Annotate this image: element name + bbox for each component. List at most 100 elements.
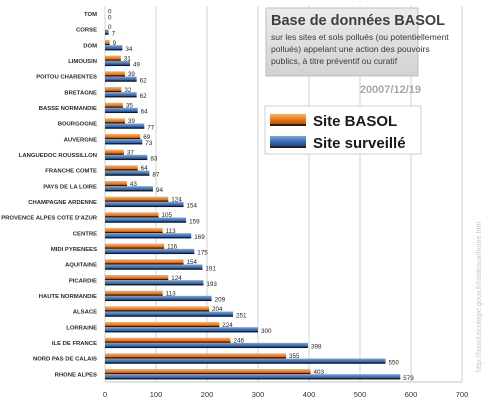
bar-site-basol-shadow xyxy=(105,169,138,171)
bar-site-surveille xyxy=(105,45,123,51)
value-label-site-basol: 37 xyxy=(127,149,135,156)
value-label-site-surveille: 209 xyxy=(215,297,226,304)
bar-site-surveille xyxy=(105,358,386,364)
x-tick-label: 200 xyxy=(201,390,214,399)
category-label: PROVENCE ALPES COTE D'AZUR xyxy=(1,216,98,222)
bar-site-basol-shadow xyxy=(105,75,125,77)
bar-site-basol-shadow xyxy=(105,184,127,187)
bar-site-basol-shadow xyxy=(105,153,124,155)
bar-site-basol-shadow xyxy=(105,59,121,61)
bar-site-basol xyxy=(105,133,141,140)
x-tick-label: 400 xyxy=(303,390,316,399)
value-label-site-surveille: 83 xyxy=(150,156,158,163)
bar-site-surveille xyxy=(105,170,150,176)
value-label-site-surveille: 87 xyxy=(152,171,160,178)
value-label-site-surveille: 300 xyxy=(261,328,272,335)
bar-site-basol-shadow xyxy=(105,231,163,234)
bar-site-surveille-shadow xyxy=(105,378,401,380)
bar-site-surveille-shadow xyxy=(105,346,308,349)
value-label-site-surveille: 191 xyxy=(205,265,216,272)
value-label-site-surveille: 73 xyxy=(145,140,153,147)
bar-site-basol-shadow xyxy=(105,372,311,375)
value-label-site-surveille: 550 xyxy=(389,359,400,366)
value-label-site-basol: 64 xyxy=(141,165,149,172)
x-tick-label: 700 xyxy=(456,390,469,399)
bar-site-surveille-shadow xyxy=(105,268,203,270)
bar-site-surveille xyxy=(105,327,258,333)
category-label: AQUITAINE xyxy=(65,263,97,269)
title-line-2: pollués) appelant une action des pouvoir… xyxy=(271,44,430,54)
bar-site-basol xyxy=(105,165,138,171)
value-label-site-basol: 224 xyxy=(222,322,233,329)
value-label-site-surveille: 94 xyxy=(156,187,164,194)
bar-site-basol xyxy=(105,321,220,328)
bar-site-basol xyxy=(105,180,127,187)
bar-site-surveille xyxy=(105,139,143,145)
bar-site-basol-shadow xyxy=(105,325,220,328)
bar-site-basol xyxy=(105,118,125,124)
bar-site-surveille xyxy=(105,29,109,35)
value-label-site-basol: 105 xyxy=(162,212,173,219)
bar-site-surveille xyxy=(105,280,204,286)
bar-site-surveille xyxy=(105,342,308,349)
bar-site-surveille-shadow xyxy=(105,331,258,333)
bar-site-surveille-shadow xyxy=(105,205,184,208)
bar-site-basol-shadow xyxy=(105,357,287,359)
value-label-site-surveille: 169 xyxy=(194,234,205,241)
bar-site-basol-shadow xyxy=(105,200,169,202)
category-label: DOM xyxy=(83,43,97,49)
legend-swatch-basol-shadow xyxy=(270,124,306,126)
bar-site-surveille xyxy=(105,295,212,302)
bar-site-surveille-shadow xyxy=(105,252,195,255)
category-label: CORSE xyxy=(76,28,97,34)
bar-site-surveille xyxy=(105,107,138,114)
bar-site-surveille-shadow xyxy=(105,174,150,176)
category-label: LANGUEDOC ROUSSILLON xyxy=(19,153,97,159)
bar-site-basol-shadow xyxy=(105,137,141,140)
category-label: BRETAGNE xyxy=(64,90,97,96)
value-label-site-basol: 113 xyxy=(166,290,177,297)
value-label-site-basol: 39 xyxy=(128,71,136,78)
legend-label-surveille: Site surveillé xyxy=(313,135,406,152)
source-watermark: http://basol.ecologie.gouv.fr/tableaux/h… xyxy=(474,221,483,372)
x-tick-label: 100 xyxy=(150,390,163,399)
bar-site-basol xyxy=(105,149,124,155)
x-tick-label: 500 xyxy=(354,390,367,399)
category-label: LIMOUSIN xyxy=(68,59,97,65)
value-label-site-basol: 355 xyxy=(289,353,300,360)
bar-site-basol xyxy=(105,71,125,77)
category-label: FRANCHE COMTE xyxy=(45,169,97,175)
value-label-site-surveille: 175 xyxy=(197,250,208,257)
category-label: ILE DE FRANCE xyxy=(52,341,97,347)
value-label-site-basol: 35 xyxy=(126,102,134,109)
bar-site-basol xyxy=(105,55,121,61)
bar-site-surveille xyxy=(105,264,203,270)
category-label: CHAMPAGNE ARDENNE xyxy=(28,200,97,206)
bar-site-surveille xyxy=(105,374,401,380)
bar-site-basol-shadow xyxy=(105,263,184,265)
category-label: TOM xyxy=(84,12,97,18)
value-label-site-basol: 0 xyxy=(108,24,112,31)
value-label-site-basol: 124 xyxy=(171,275,182,282)
x-tick-label: 300 xyxy=(252,390,265,399)
value-label-site-basol: 39 xyxy=(128,118,136,125)
bar-site-surveille-shadow xyxy=(105,237,192,239)
category-label: HAUTE NORMANDIE xyxy=(39,294,97,300)
value-label-site-surveille: 34 xyxy=(125,46,133,53)
value-label-site-surveille: 0 xyxy=(108,15,112,22)
value-label-site-basol: 154 xyxy=(187,259,198,266)
bar-site-surveille xyxy=(105,186,153,192)
legend-swatch-surveille xyxy=(270,136,306,146)
title-line-1: sur les sites et sols pollués (ou potent… xyxy=(271,32,449,42)
legend-swatch-surveille-shadow xyxy=(270,146,306,148)
bar-site-surveille-shadow xyxy=(105,80,137,82)
value-label-site-basol: 246 xyxy=(233,337,244,344)
category-label: CENTRE xyxy=(73,231,97,237)
category-label: NORD PAS DE CALAIS xyxy=(33,357,97,363)
legend-swatch-basol xyxy=(270,114,306,124)
bar-site-surveille-shadow xyxy=(105,64,130,67)
bar-site-surveille xyxy=(105,123,145,129)
bar-site-surveille-shadow xyxy=(105,221,187,223)
